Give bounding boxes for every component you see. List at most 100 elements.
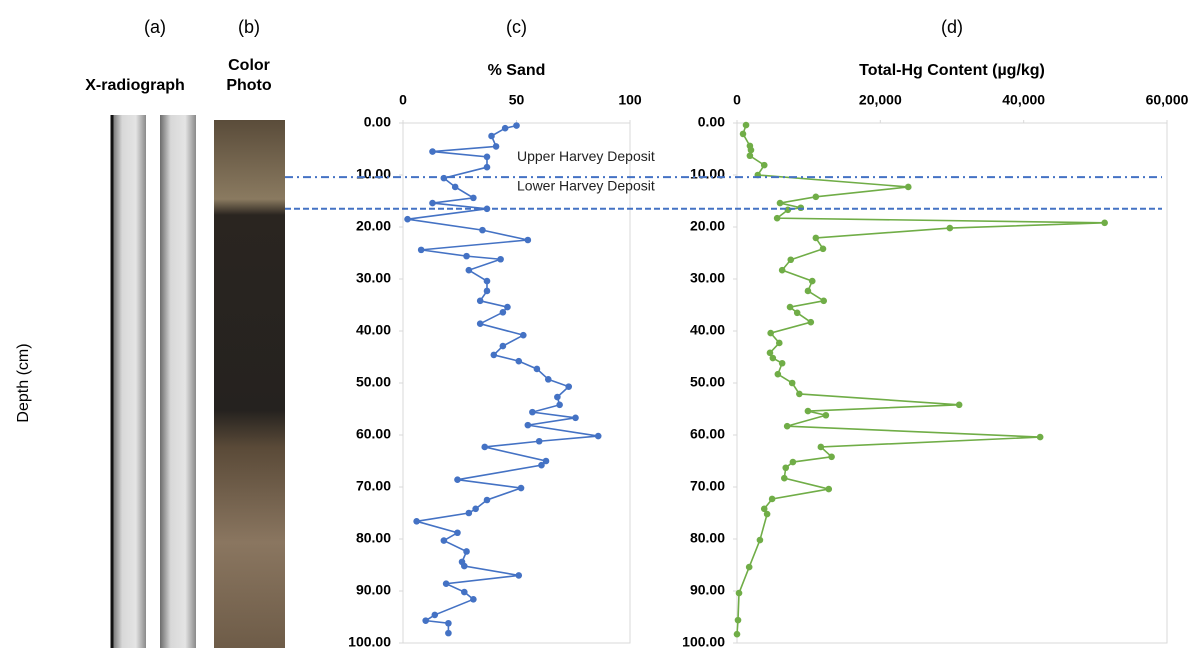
plot-frame xyxy=(403,123,630,643)
data-point xyxy=(747,152,754,159)
y-axis-label: Depth (cm) xyxy=(15,343,32,422)
data-point xyxy=(789,380,796,387)
value-tick-label: 20,000 xyxy=(859,92,902,108)
data-point xyxy=(767,330,774,337)
data-point xyxy=(413,518,420,525)
data-point xyxy=(779,360,786,367)
depth-tick-label: 70.00 xyxy=(690,478,725,494)
data-point xyxy=(441,175,448,182)
data-point xyxy=(534,366,541,373)
data-point xyxy=(556,402,563,409)
data-point xyxy=(461,563,468,570)
data-point xyxy=(466,267,473,274)
data-point xyxy=(787,256,794,263)
data-point xyxy=(484,278,491,285)
data-point xyxy=(488,133,495,140)
data-point xyxy=(947,225,954,232)
data-point xyxy=(813,235,820,242)
data-point xyxy=(748,147,755,154)
data-point xyxy=(779,267,786,274)
depth-tick-label: 80.00 xyxy=(690,530,725,546)
data-point xyxy=(794,310,801,317)
depth-tick-label: 90.00 xyxy=(690,582,725,598)
data-point xyxy=(422,617,429,624)
data-point xyxy=(500,309,507,316)
data-point xyxy=(735,617,742,624)
depth-tick-label: 30.00 xyxy=(356,270,391,286)
depth-tick-label: 0.00 xyxy=(364,114,391,130)
data-point xyxy=(813,194,820,201)
data-point xyxy=(504,304,511,311)
data-point xyxy=(809,278,816,285)
data-point xyxy=(536,438,543,445)
depth-tick-label: 50.00 xyxy=(690,374,725,390)
color-photo-image xyxy=(214,120,285,648)
plot-frame xyxy=(737,123,1167,643)
data-point xyxy=(776,340,783,347)
data-point xyxy=(493,143,500,150)
depth-tick-label: 90.00 xyxy=(356,582,391,598)
data-point xyxy=(796,391,803,398)
panel-label: (a) xyxy=(144,17,166,37)
data-point xyxy=(463,253,470,260)
data-point xyxy=(515,572,522,579)
data-point xyxy=(823,412,830,419)
depth-tick-label: 20.00 xyxy=(356,218,391,234)
depth-tick-label: 60.00 xyxy=(356,426,391,442)
data-point xyxy=(515,358,522,365)
x-radiograph-image xyxy=(112,115,146,648)
data-point xyxy=(764,511,771,518)
data-point xyxy=(445,630,452,637)
data-point xyxy=(513,122,520,129)
panel-title: Photo xyxy=(226,77,272,94)
data-point xyxy=(757,537,764,544)
depth-tick-label: 70.00 xyxy=(356,478,391,494)
depth-tick-label: 10.00 xyxy=(356,166,391,182)
x-radiograph-image xyxy=(160,115,196,648)
data-point xyxy=(782,464,789,471)
data-point xyxy=(572,415,579,422)
chart-title: % Sand xyxy=(488,62,546,79)
data-point xyxy=(500,343,507,350)
data-point xyxy=(818,444,825,451)
panel-title: Color xyxy=(228,57,270,74)
data-point xyxy=(808,319,815,326)
data-point xyxy=(734,631,741,638)
data-point xyxy=(805,288,812,295)
value-tick-label: 0 xyxy=(733,92,741,108)
value-tick-label: 100 xyxy=(618,92,642,108)
depth-tick-label: 50.00 xyxy=(356,374,391,390)
data-point xyxy=(470,195,477,202)
data-point xyxy=(477,320,484,327)
data-point xyxy=(418,247,425,254)
depth-tick-label: 100.00 xyxy=(348,634,391,650)
data-line xyxy=(408,126,599,634)
data-point xyxy=(1101,220,1108,227)
panel-label: (b) xyxy=(238,17,260,37)
data-point xyxy=(454,476,461,483)
data-point xyxy=(445,620,452,627)
data-point xyxy=(441,537,448,544)
data-point xyxy=(443,580,450,587)
data-point xyxy=(554,394,561,401)
data-point xyxy=(1037,434,1044,441)
data-point xyxy=(463,548,470,555)
data-point xyxy=(790,459,797,466)
data-point xyxy=(520,332,527,339)
data-point xyxy=(491,352,498,359)
data-point xyxy=(466,510,473,517)
data-point xyxy=(805,408,812,415)
data-point xyxy=(828,454,835,461)
data-point xyxy=(774,215,781,222)
value-tick-label: 40,000 xyxy=(1002,92,1045,108)
depth-tick-label: 100.00 xyxy=(682,634,725,650)
data-point xyxy=(736,590,743,597)
panel-label: (c) xyxy=(506,17,527,37)
data-point xyxy=(429,200,436,207)
data-point xyxy=(518,485,525,492)
data-point xyxy=(781,475,788,482)
panel-label: (d) xyxy=(941,17,963,37)
data-point xyxy=(454,529,461,536)
data-point xyxy=(452,184,459,191)
panel-title: X-radiograph xyxy=(85,77,185,94)
